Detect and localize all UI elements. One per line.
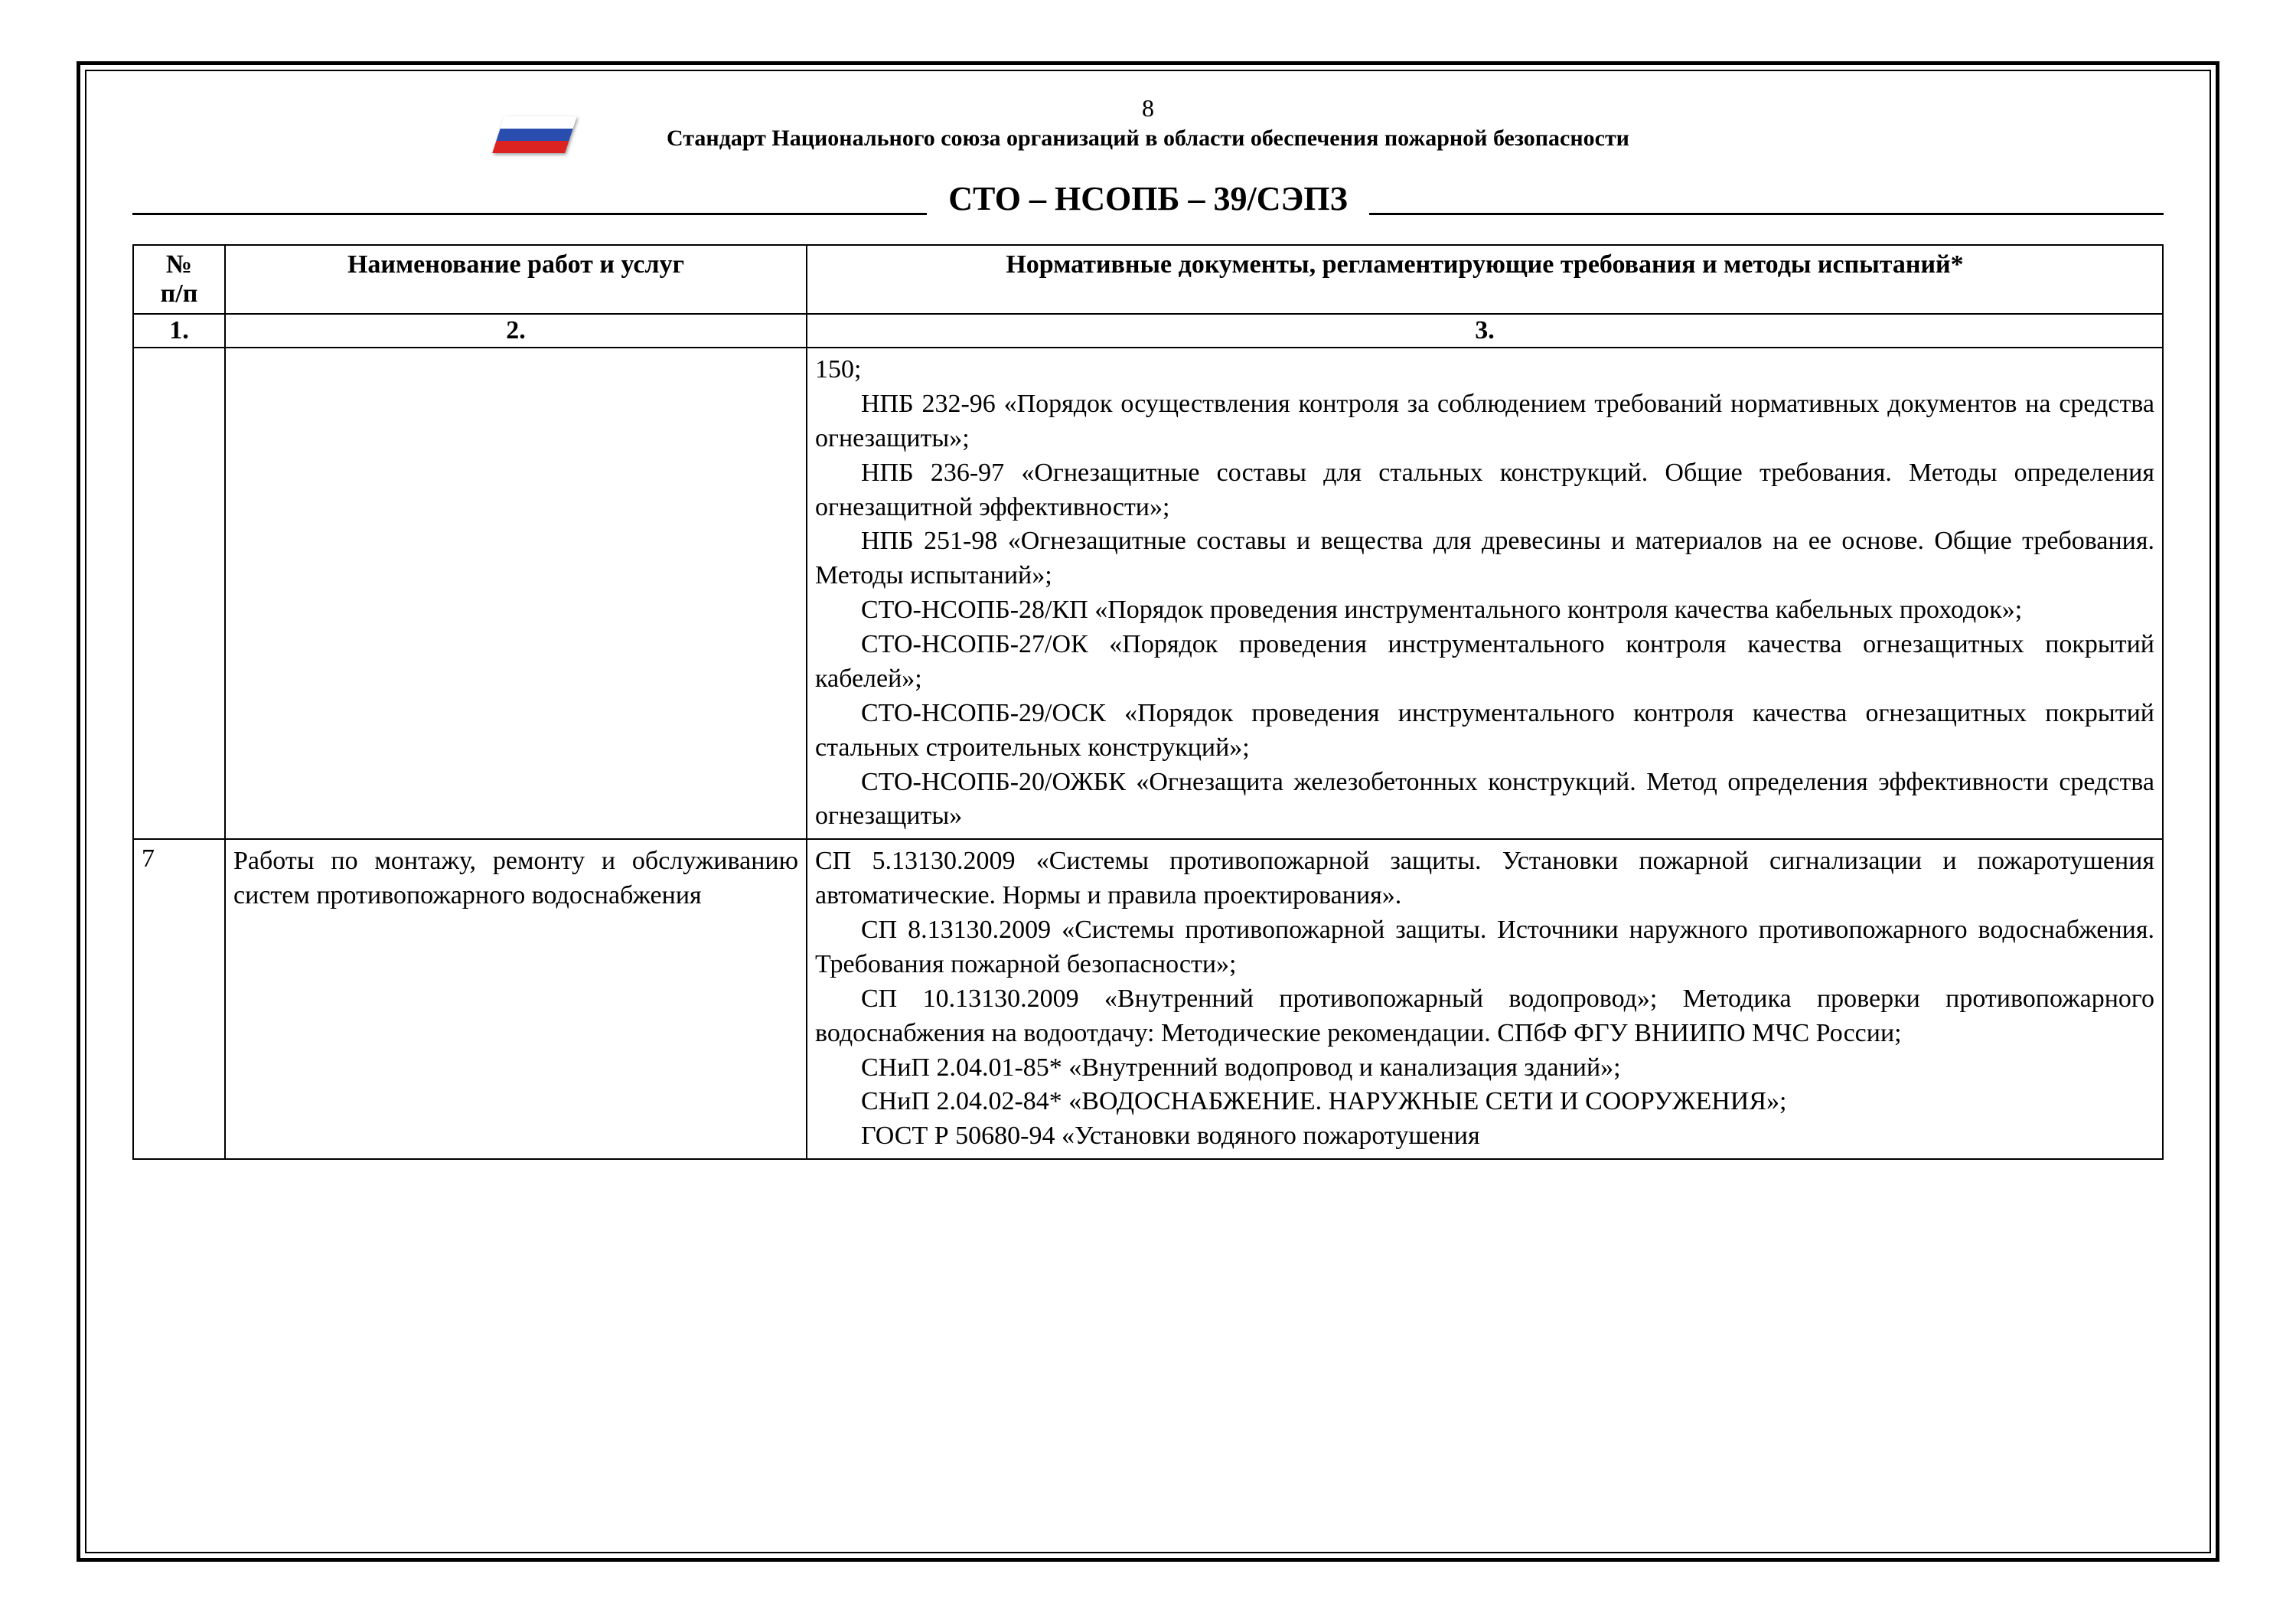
th-docs: Нормативные документы, регламентирующие … bbox=[807, 245, 2163, 314]
cell-docs: 150;НПБ 232-96 «Порядок осуществления ко… bbox=[807, 348, 2163, 839]
doc-line: СП 5.13130.2009 «Системы противопожарной… bbox=[815, 844, 2154, 913]
doc-line: СТО-НСОПБ-20/ОЖБК «Огнезащита железобето… bbox=[815, 766, 2154, 834]
num-3: 3. bbox=[807, 314, 2163, 348]
doc-line: СП 10.13130.2009 «Внутренний противопожа… bbox=[815, 982, 2154, 1051]
cell-name bbox=[225, 348, 807, 839]
inner-frame: 8 Стандарт Национального союза организац… bbox=[85, 70, 2211, 1553]
doc-title-row: СТО – НСОПБ – 39/СЭПЗ bbox=[132, 179, 2164, 220]
table-row: 150;НПБ 232-96 «Порядок осуществления ко… bbox=[133, 348, 2163, 839]
table-body: 150;НПБ 232-96 «Порядок осуществления ко… bbox=[133, 348, 2163, 1159]
doc-line: НПБ 236-97 «Огнезащитные составы для ста… bbox=[815, 456, 2154, 525]
cell-num bbox=[133, 348, 225, 839]
header-subtitle: Стандарт Национального союза организаций… bbox=[132, 126, 2164, 152]
doc-line: СТО-НСОПБ-27/ОК «Порядок проведения инст… bbox=[815, 628, 2154, 697]
title-rule-left bbox=[132, 213, 927, 215]
page-number: 8 bbox=[132, 94, 2164, 122]
doc-line: ГОСТ Р 50680-94 «Установки водяного пожа… bbox=[815, 1119, 2154, 1154]
doc-line: НПБ 232-96 «Порядок осуществления контро… bbox=[815, 387, 2154, 456]
doc-title: СТО – НСОПБ – 39/СЭПЗ bbox=[941, 179, 1355, 220]
doc-line: 150; bbox=[815, 353, 2154, 387]
flag-icon bbox=[492, 116, 577, 153]
num-2: 2. bbox=[225, 314, 807, 348]
th-num: № п/п bbox=[133, 245, 225, 314]
outer-frame: 8 Стандарт Национального союза организац… bbox=[77, 61, 2219, 1562]
title-rule-right bbox=[1369, 213, 2164, 215]
doc-line: СНиП 2.04.01-85* «Внутренний водопровод … bbox=[815, 1051, 2154, 1086]
doc-line: СП 8.13130.2009 «Системы противопожарной… bbox=[815, 913, 2154, 982]
doc-line: СТО-НСОПБ-29/ОСК «Порядок проведения инс… bbox=[815, 697, 2154, 766]
num-1: 1. bbox=[133, 314, 225, 348]
table-row: 7Работы по монтажу, ремонту и обслуживан… bbox=[133, 839, 2163, 1159]
table-header-row: № п/п Наименование работ и услуг Нормати… bbox=[133, 245, 2163, 314]
main-table: № п/п Наименование работ и услуг Нормати… bbox=[132, 244, 2164, 1160]
logo: НСОПБ bbox=[492, 103, 576, 170]
doc-line: СТО-НСОПБ-28/КП «Порядок проведения инст… bbox=[815, 593, 2154, 628]
cell-docs: СП 5.13130.2009 «Системы противопожарной… bbox=[807, 839, 2163, 1159]
table-num-row: 1. 2. 3. bbox=[133, 314, 2163, 348]
th-name: Наименование работ и услуг bbox=[225, 245, 807, 314]
cell-name: Работы по монтажу, ремонту и обслуживани… bbox=[225, 839, 807, 1159]
doc-line: НПБ 251-98 «Огнезащитные составы и вещес… bbox=[815, 524, 2154, 593]
doc-line: СНиП 2.04.02-84* «ВОДОСНАБЖЕНИЕ. НАРУЖНЫ… bbox=[815, 1085, 2154, 1119]
cell-num: 7 bbox=[133, 839, 225, 1159]
